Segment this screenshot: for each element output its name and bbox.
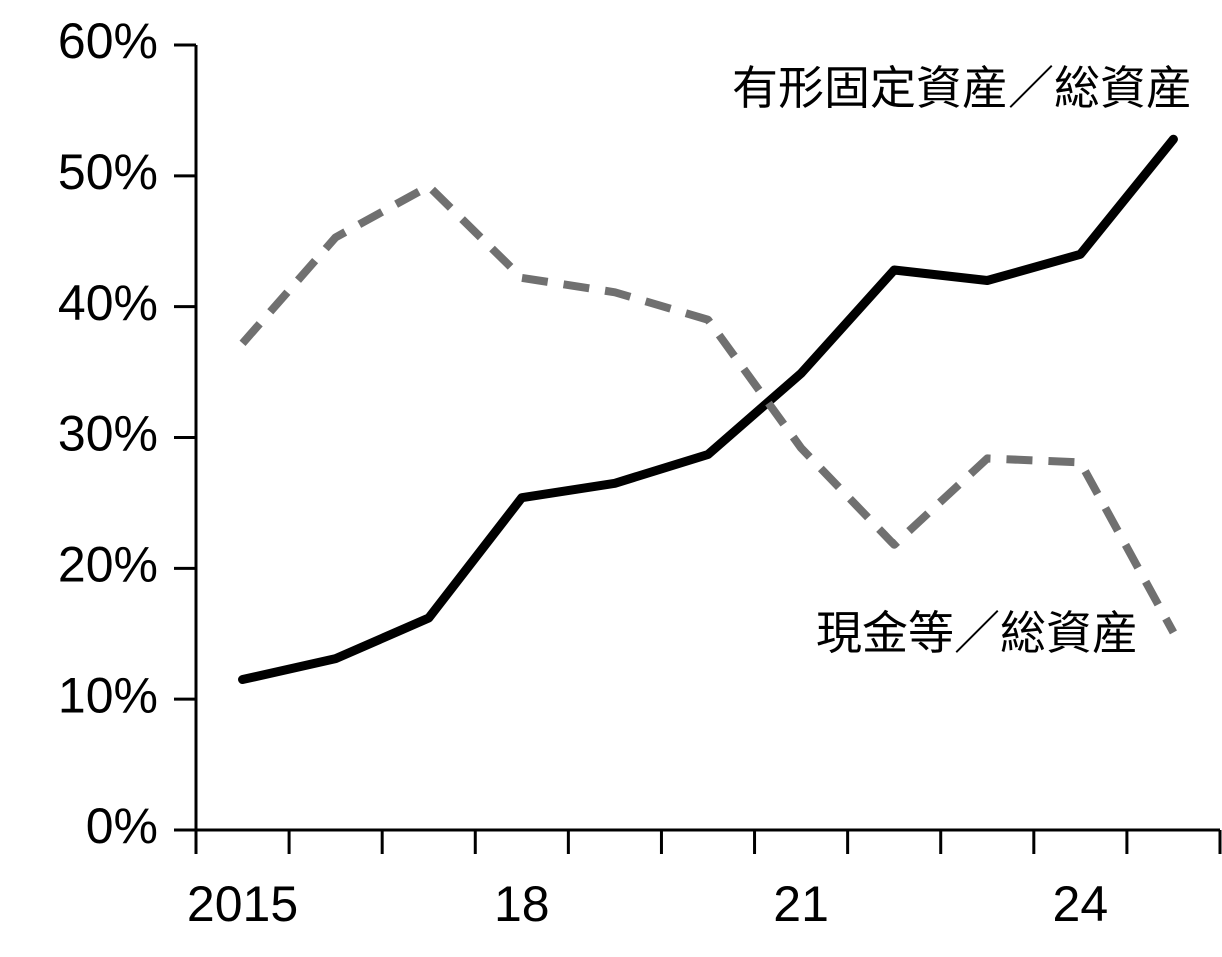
series-label: 有形固定資産／総資産 (732, 62, 1192, 114)
y-tick-label: 10% (58, 667, 158, 723)
line-series (238, 134, 1178, 685)
y-tick-label: 0% (86, 798, 158, 854)
x-tick-label: 21 (773, 876, 829, 932)
y-tick-label: 50% (58, 144, 158, 200)
x-tick-label: 18 (494, 876, 550, 932)
x-tick-label: 2015 (187, 876, 298, 932)
y-tick-label: 40% (58, 275, 158, 331)
series-label: 現金等／総資産 (816, 607, 1138, 659)
x-tick-label: 24 (1053, 876, 1109, 932)
line-series (239, 182, 1177, 635)
y-tick-label: 60% (58, 13, 158, 69)
y-tick-label: 30% (58, 406, 158, 462)
y-tick-label: 20% (58, 537, 158, 593)
